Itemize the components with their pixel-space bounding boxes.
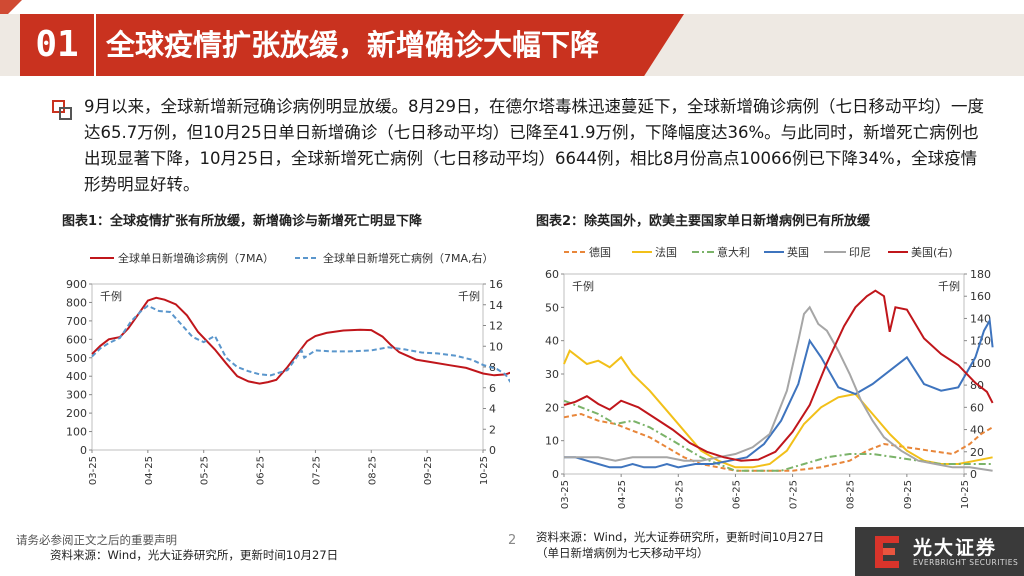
chart2-y2tick-label: 140 xyxy=(970,312,991,325)
chart2-ytick-label: 0 xyxy=(552,468,559,481)
chart1-series-line-0 xyxy=(91,296,510,385)
chart2-y2tick-label: 180 xyxy=(970,268,991,281)
chart2-series-line-0 xyxy=(563,412,994,472)
chart2-xtick-label: 04-25 xyxy=(617,480,628,509)
chart1-source: 资料来源：Wind，光大证券研究所，更新时间10月27日 xyxy=(50,548,339,562)
chart2-xtick-label: 10-25 xyxy=(960,480,971,509)
chart1-y2tick-label: 4 xyxy=(489,403,496,416)
chart2-ytick-label: 50 xyxy=(545,301,559,314)
chart1-xtick-label: 07-25 xyxy=(311,456,322,485)
chart1-y2label: 千例 xyxy=(458,289,480,303)
chart1-ytick-label: 700 xyxy=(66,315,87,328)
chart1-xtick-label: 10-25 xyxy=(479,456,490,485)
chart1-xtick-label: 09-25 xyxy=(423,456,434,485)
chart1-ytick-label: 600 xyxy=(66,333,87,346)
bullet-icon xyxy=(52,100,74,122)
chart1-xtick-label: 03-25 xyxy=(88,456,99,485)
chart1-y2tick-label: 6 xyxy=(489,382,496,395)
chart2-y2tick-label: 0 xyxy=(970,468,977,481)
chart1-y2tick-label: 12 xyxy=(489,320,503,333)
chart1-y2tick-label: 0 xyxy=(489,444,496,457)
chart1-title: 图表1：全球疫情扩张有所放缓，新增确诊与新增死亡明显下降 xyxy=(62,214,423,229)
page-title: 全球疫情扩张放缓，新增确诊大幅下降 xyxy=(106,28,600,62)
chart2-series-line-4 xyxy=(564,305,993,472)
chart2-ytick-label: 60 xyxy=(545,268,559,281)
chart1-series-line-1 xyxy=(91,304,510,384)
chart2-y2tick-label: 20 xyxy=(970,446,984,459)
chart1-y2tick-label: 2 xyxy=(489,423,496,436)
chart2-ylabel: 千例 xyxy=(572,279,594,293)
chart2-series-line-1 xyxy=(563,349,993,469)
chart2-y2label: 千例 xyxy=(938,279,960,293)
chart1-y2tick-label: 10 xyxy=(489,340,503,353)
chart2-xtick-label: 08-25 xyxy=(846,480,857,509)
chart2-legend-label-3: 英国 xyxy=(787,245,809,259)
chart2-legend-label-2: 意大利 xyxy=(717,245,750,259)
chart1-xtick-label: 04-25 xyxy=(144,456,155,485)
chart2: 德国 法国 意大利 英国 印尼 美国(右)010203040506002040608010… xyxy=(545,245,994,509)
chart1-xtick-label: 06-25 xyxy=(256,456,267,485)
chart2-ytick-label: 20 xyxy=(545,401,559,414)
chart2-y2tick-label: 100 xyxy=(970,357,991,370)
chart1-xtick-label: 05-25 xyxy=(200,456,211,485)
logo-mark-icon xyxy=(875,536,899,568)
chart1-legend-label-1: 全球单日新增死亡病例（7MA,右） xyxy=(323,251,494,265)
chart2-xtick-label: 09-25 xyxy=(903,480,914,509)
chart2-legend-label-1: 法国 xyxy=(655,245,677,259)
disclaimer: 请务必参阅正文之后的重要声明 xyxy=(16,533,177,547)
logo-subtext: EVERBRIGHT SECURITIES xyxy=(913,558,1019,567)
chart2-legend-label-4: 印尼 xyxy=(849,246,871,259)
chart1-ylabel: 千例 xyxy=(100,289,122,303)
company-logo: 光大证券 EVERBRIGHT SECURITIES xyxy=(855,527,1024,576)
page-number: 2 xyxy=(508,533,517,548)
chart1-ytick-label: 0 xyxy=(80,444,87,457)
chart1-ytick-label: 500 xyxy=(66,352,87,365)
chart2-y2tick-label: 160 xyxy=(970,290,991,303)
chart1-ytick-label: 800 xyxy=(66,296,87,309)
chart2-ytick-label: 40 xyxy=(545,335,559,348)
chart1-ytick-label: 400 xyxy=(66,370,87,383)
chart2-xtick-label: 07-25 xyxy=(789,480,800,509)
summary-paragraph: 9月以来，全球新增新冠确诊病例明显放缓。8月29日，在德尔塔毒株迅速蔓延下，全球… xyxy=(84,97,984,194)
chart2-series-line-2 xyxy=(563,399,993,472)
chart1-y2tick-label: 16 xyxy=(489,278,503,291)
chart2-legend-label-0: 德国 xyxy=(589,245,611,259)
chart1-legend-label-0: 全球单日新增确诊病例（7MA） xyxy=(118,251,274,265)
chart1-xtick-label: 08-25 xyxy=(367,456,378,485)
chart2-ytick-label: 10 xyxy=(545,435,559,448)
chart2-y2tick-label: 80 xyxy=(970,379,984,392)
header-red-band xyxy=(20,14,684,76)
chart1-ytick-label: 300 xyxy=(66,389,87,402)
chart2-series-line-3 xyxy=(564,317,994,469)
chart2-xtick-label: 05-25 xyxy=(674,480,685,509)
chart2-title: 图表2：除英国外，欧美主要国家单日新增病例已有所放缓 xyxy=(536,214,871,229)
chart1-y2tick-label: 14 xyxy=(489,299,503,312)
chart2-source-note: （单日新增病例为七天移动平均） xyxy=(536,546,709,560)
chart1-ytick-label: 200 xyxy=(66,407,87,420)
logo-text: 光大证券 xyxy=(913,537,998,559)
section-number: 01 xyxy=(20,14,96,76)
chart2-ytick-label: 30 xyxy=(545,368,559,381)
chart2-xtick-label: 06-25 xyxy=(731,480,742,509)
chart2-xtick-label: 03-25 xyxy=(560,480,571,509)
chart2-source: 资料来源：Wind，光大证券研究所，更新时间10月27日 xyxy=(536,530,825,544)
chart2-legend-label-5: 美国(右) xyxy=(911,245,953,259)
chart2-series-line-5 xyxy=(563,289,994,462)
chart1-ytick-label: 100 xyxy=(66,426,87,439)
chart2-y2tick-label: 60 xyxy=(970,401,984,414)
chart1-ytick-label: 900 xyxy=(66,278,87,291)
chart1: 全球单日新增确诊病例（7MA） 全球单日新增死亡病例（7MA,右）01002003… xyxy=(66,251,510,485)
